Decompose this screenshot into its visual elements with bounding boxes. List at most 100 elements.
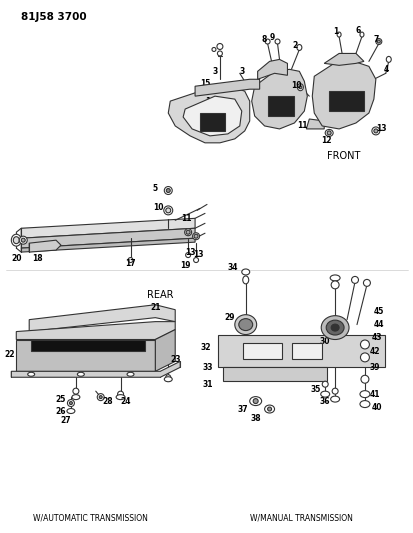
Ellipse shape	[253, 399, 258, 403]
Ellipse shape	[67, 408, 75, 414]
Polygon shape	[21, 238, 195, 252]
Text: 11: 11	[297, 122, 307, 131]
Text: 41: 41	[369, 390, 379, 399]
Polygon shape	[267, 96, 294, 116]
Ellipse shape	[11, 234, 21, 246]
Polygon shape	[16, 340, 155, 372]
Ellipse shape	[97, 394, 104, 401]
Ellipse shape	[360, 375, 368, 383]
Polygon shape	[21, 228, 33, 238]
Ellipse shape	[67, 400, 74, 407]
Polygon shape	[155, 329, 175, 372]
Ellipse shape	[69, 401, 72, 405]
Text: 15: 15	[199, 79, 210, 88]
Ellipse shape	[21, 238, 25, 242]
Polygon shape	[292, 343, 321, 359]
Ellipse shape	[116, 394, 125, 400]
Polygon shape	[16, 321, 175, 340]
Ellipse shape	[165, 208, 170, 213]
Text: 11: 11	[180, 214, 191, 223]
Ellipse shape	[164, 377, 172, 382]
Ellipse shape	[373, 129, 377, 133]
Polygon shape	[217, 335, 384, 367]
Text: W/MANUAL TRANSMISSION: W/MANUAL TRANSMISSION	[249, 514, 352, 523]
Text: 44: 44	[373, 320, 383, 329]
Ellipse shape	[298, 86, 301, 88]
Ellipse shape	[77, 372, 84, 376]
Ellipse shape	[28, 372, 35, 376]
Text: 10: 10	[153, 203, 163, 212]
Ellipse shape	[193, 257, 198, 263]
Text: REAR: REAR	[147, 290, 173, 300]
Text: 29: 29	[224, 313, 235, 322]
Text: 14: 14	[204, 96, 215, 106]
Text: 25: 25	[56, 394, 66, 403]
Ellipse shape	[264, 405, 274, 413]
Ellipse shape	[274, 39, 279, 44]
Ellipse shape	[192, 233, 199, 240]
Text: 3: 3	[212, 67, 217, 76]
Text: 20: 20	[11, 254, 21, 263]
Ellipse shape	[351, 277, 358, 284]
Ellipse shape	[330, 396, 339, 402]
Polygon shape	[31, 340, 145, 351]
Text: 19: 19	[180, 261, 190, 270]
Ellipse shape	[331, 388, 337, 394]
Ellipse shape	[375, 38, 381, 44]
Text: 35: 35	[309, 385, 320, 394]
Text: 43: 43	[371, 333, 381, 342]
Ellipse shape	[241, 269, 249, 275]
Polygon shape	[242, 343, 282, 359]
Ellipse shape	[242, 276, 248, 284]
Polygon shape	[21, 228, 195, 248]
Ellipse shape	[165, 375, 170, 379]
Text: 4: 4	[383, 65, 389, 74]
Ellipse shape	[360, 353, 368, 362]
Ellipse shape	[186, 230, 190, 234]
Ellipse shape	[363, 279, 370, 286]
Text: 34: 34	[227, 263, 237, 272]
Text: 12: 12	[320, 136, 331, 146]
Ellipse shape	[13, 237, 19, 244]
Ellipse shape	[330, 281, 338, 289]
Ellipse shape	[249, 397, 261, 406]
Text: 8: 8	[261, 35, 267, 44]
Text: 21: 21	[150, 303, 160, 312]
Polygon shape	[311, 61, 375, 129]
Text: 32: 32	[200, 343, 211, 352]
Text: 39: 39	[369, 363, 379, 372]
Ellipse shape	[234, 314, 256, 335]
Text: 18: 18	[32, 254, 43, 263]
Ellipse shape	[217, 51, 222, 56]
Ellipse shape	[164, 206, 172, 215]
Ellipse shape	[297, 84, 303, 91]
Ellipse shape	[73, 388, 78, 394]
Ellipse shape	[325, 130, 332, 136]
Text: 3: 3	[239, 67, 244, 76]
Text: 36: 36	[319, 397, 330, 406]
Ellipse shape	[359, 32, 363, 37]
Ellipse shape	[376, 40, 380, 43]
Ellipse shape	[238, 319, 252, 330]
Polygon shape	[21, 219, 195, 238]
Ellipse shape	[330, 324, 338, 331]
Polygon shape	[195, 79, 259, 96]
Ellipse shape	[326, 131, 330, 135]
Ellipse shape	[19, 236, 27, 244]
Ellipse shape	[321, 381, 328, 387]
Text: 23: 23	[170, 355, 180, 364]
Ellipse shape	[320, 391, 329, 397]
Ellipse shape	[99, 395, 102, 399]
Ellipse shape	[360, 340, 368, 349]
Ellipse shape	[166, 189, 170, 192]
Ellipse shape	[359, 391, 369, 398]
Ellipse shape	[330, 275, 339, 281]
Text: 30: 30	[319, 337, 330, 346]
Text: 5: 5	[152, 184, 157, 193]
Ellipse shape	[72, 394, 80, 400]
Polygon shape	[323, 53, 363, 66]
Text: 13: 13	[185, 248, 195, 256]
Polygon shape	[29, 240, 61, 252]
Text: 13: 13	[192, 249, 203, 259]
Polygon shape	[11, 361, 180, 377]
